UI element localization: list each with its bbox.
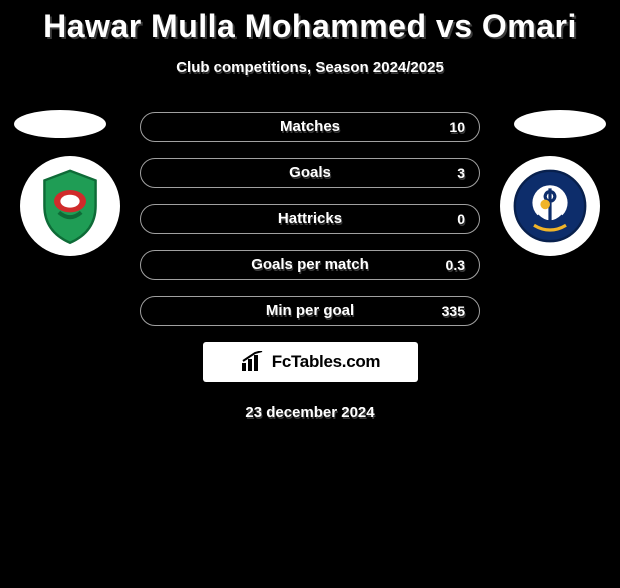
right-club-crest-icon [510, 166, 590, 246]
stat-right-value: 10 [449, 113, 465, 141]
stat-label: Min per goal [141, 297, 479, 325]
subtitle: Club competitions, Season 2024/2025 [0, 59, 620, 76]
stat-right-value: 0.3 [446, 251, 465, 279]
brand-text: FcTables.com [272, 352, 381, 372]
stat-right-value: 335 [442, 297, 465, 325]
stat-label: Hattricks [141, 205, 479, 233]
right-club-badge [500, 156, 600, 256]
left-club-crest-icon [30, 166, 110, 246]
left-player-ellipse [14, 110, 106, 138]
stat-right-value: 0 [457, 205, 465, 233]
right-player-ellipse [514, 110, 606, 138]
stat-right-value: 3 [457, 159, 465, 187]
stat-row-goals-per-match: Goals per match 0.3 [140, 250, 480, 280]
stat-row-matches: Matches 10 [140, 112, 480, 142]
stats-list: Matches 10 Goals 3 Hattricks 0 Goals per… [140, 112, 480, 326]
stat-label: Goals [141, 159, 479, 187]
page-title: Hawar Mulla Mohammed vs Omari [0, 8, 620, 45]
comparison-block: Matches 10 Goals 3 Hattricks 0 Goals per… [0, 112, 620, 326]
stat-row-min-per-goal: Min per goal 335 [140, 296, 480, 326]
brand-box: FcTables.com [203, 342, 418, 382]
stat-row-hattricks: Hattricks 0 [140, 204, 480, 234]
stat-label: Matches [141, 113, 479, 141]
stat-label: Goals per match [141, 251, 479, 279]
date-text: 23 december 2024 [0, 404, 620, 421]
stat-row-goals: Goals 3 [140, 158, 480, 188]
left-club-badge [20, 156, 120, 256]
brand-chart-icon [240, 351, 266, 373]
